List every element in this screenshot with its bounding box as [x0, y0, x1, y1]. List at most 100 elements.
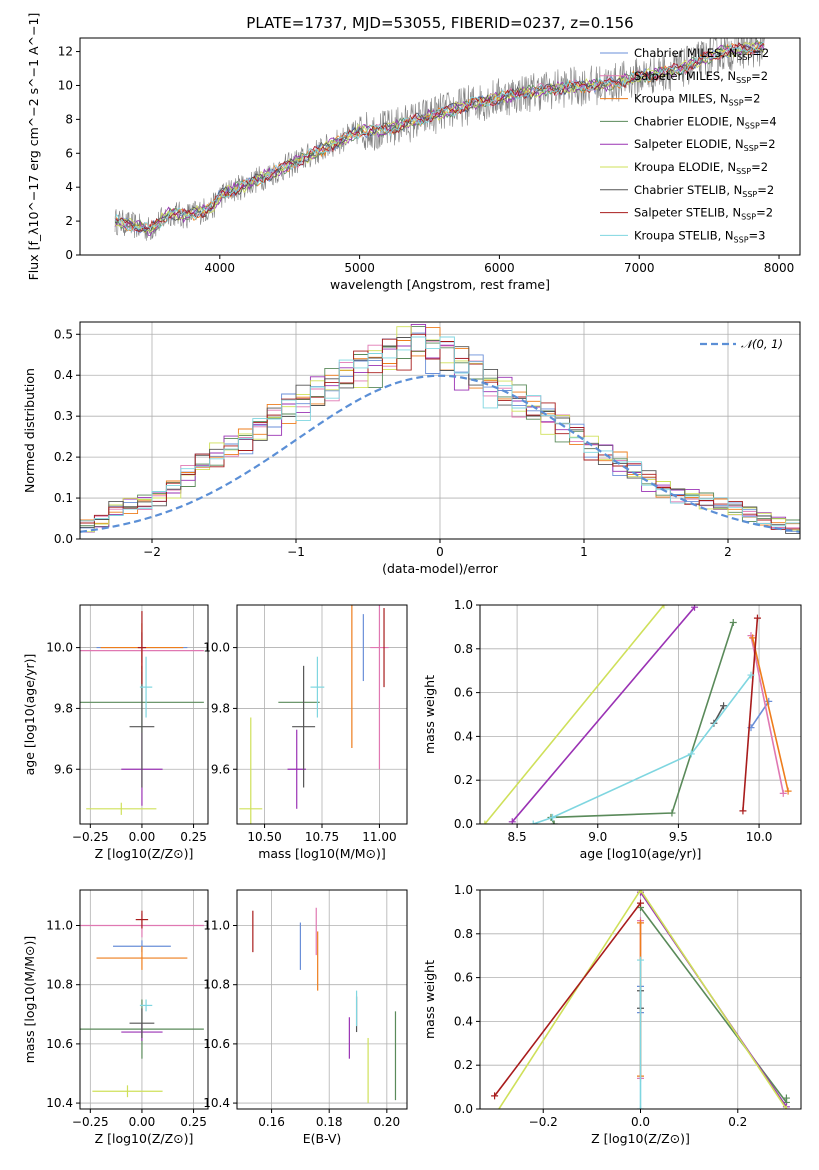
x-tick-label: 0.00 — [129, 830, 156, 844]
model-kroupa-elodie — [114, 41, 765, 234]
y-tick-label: 0.3 — [54, 409, 73, 423]
point-chabrier-elodie — [782, 1094, 790, 1102]
point-kroupa-elodie — [637, 890, 644, 894]
x-tick-label: 7000 — [624, 261, 655, 275]
panel-mass-vs-Z: −0.25 0.00 0.25 10.4 10.6 10.8 11.0 Z [log10(Z/… — [22, 889, 209, 1146]
point-kroupa-stelib — [529, 820, 537, 824]
legend-label-chabrier-elodie: Chabrier ELODIE, NSSP=4 — [634, 114, 777, 130]
legend-label-kroupa-elodie: Kroupa ELODIE, NSSP=2 — [634, 160, 768, 176]
point-chabrier-elodie — [668, 809, 676, 817]
legend-subscript: SSP — [734, 235, 749, 244]
legend-value: =4 — [760, 114, 777, 128]
plot-area — [491, 890, 790, 1109]
point-kroupa-stelib — [637, 956, 644, 964]
y-tick-label: 0 — [65, 248, 73, 262]
grid — [480, 604, 801, 825]
y-tick-label: 0.4 — [454, 729, 473, 743]
axes-frame — [236, 889, 408, 1110]
y-axis-label: mass weight — [422, 960, 437, 1039]
panel-residuals: −2 −1 0 1 2 0.0 0.1 0.2 0.3 0.4 0.5 (data-model)/er… — [22, 321, 801, 576]
plot-area — [80, 910, 204, 1098]
legend-subscript: SSP — [744, 144, 759, 153]
y-tick-label: 8 — [65, 112, 73, 126]
series-kroupa-stelib — [532, 674, 752, 824]
y-tick-label: 6 — [65, 146, 73, 160]
y-tick-label: 0.4 — [54, 368, 73, 382]
series-chabrier-elodie — [639, 907, 788, 1105]
x-axis-label: Z [log10(Z/Z⊙)] — [95, 1131, 194, 1146]
point-kroupa-miles — [784, 787, 792, 795]
grid — [237, 890, 407, 1109]
y-tick-label: 0.4 — [454, 1014, 473, 1028]
x-tick-label: 10.50 — [247, 830, 281, 844]
point-chabrier-elodie — [550, 820, 558, 824]
series-chabrier-stelib — [713, 705, 725, 724]
figure-title: PLATE=1737, MJD=53055, FIBERID=0237, z=0… — [246, 14, 633, 32]
y-tick-label: 0.2 — [454, 1058, 473, 1072]
y-tick-label: 9.8 — [54, 701, 73, 715]
legend-value: =2 — [756, 206, 773, 220]
plot-area — [481, 605, 792, 824]
grid — [237, 605, 407, 824]
x-tick-label: 10.75 — [305, 830, 339, 844]
point-salpeter-stelib — [753, 614, 761, 622]
series-salpeter-stelib — [493, 902, 642, 1097]
x-tick-label: 0.25 — [180, 1115, 207, 1129]
series-salpeter-elodie — [511, 606, 696, 823]
model-chabrier-stelib — [114, 43, 765, 233]
legend-value: =2 — [757, 183, 774, 197]
histogram-chabrier-stelib — [80, 337, 800, 534]
y-tick-label: 0.0 — [454, 1102, 473, 1116]
y-tick-label: 9.8 — [211, 701, 230, 715]
x-axis-label: age [log10(age/yr)] — [580, 846, 702, 861]
x-axis-label: mass [log10(M/M⊙)] — [258, 846, 386, 861]
y-tick-label: 4 — [65, 180, 73, 194]
x-tick-label: 0.0 — [631, 1115, 650, 1129]
legend-subscript: SSP — [729, 99, 744, 108]
legend-subscript: SSP — [741, 213, 756, 222]
y-tick-label: 1.0 — [454, 598, 473, 612]
x-tick-label: 4000 — [205, 261, 236, 275]
y-tick-label: 0.6 — [454, 686, 473, 700]
y-axis-label: Normed distribution — [22, 368, 37, 493]
point-kroupa-miles — [749, 634, 757, 642]
series-kroupa-elodie — [497, 890, 788, 1109]
series-kroupa-elodie — [484, 605, 665, 824]
plot-area — [114, 38, 765, 241]
x-tick-label: 0.00 — [129, 1115, 156, 1129]
axes-frame — [479, 604, 802, 825]
y-axis-label: Flux [f_λ10^−17 erg cm^−2 s^−1 A^−1] — [26, 13, 41, 281]
point-chabrier-stelib — [720, 702, 728, 710]
panel-age-vs-mass: 10.50 10.75 11.00 9.6 9.8 10.0 mass [log10(M/M… — [203, 604, 408, 861]
x-axis-label: Z [log10(Z/Z⊙)] — [95, 846, 194, 861]
axes-frame — [79, 37, 801, 256]
model-chabrier-elodie — [114, 39, 765, 234]
x-tick-label: −0.25 — [72, 1115, 109, 1129]
y-tick-label: 10.4 — [46, 1096, 73, 1110]
y-tick-label: 12 — [58, 45, 73, 59]
x-tick-label: 8000 — [764, 261, 795, 275]
x-tick-label: 9.5 — [669, 830, 688, 844]
y-tick-label: 9.6 — [211, 762, 230, 776]
grid — [80, 890, 208, 1109]
legend-subscript: SSP — [736, 167, 751, 176]
panel-mass-vs-EBV: 0.16 0.18 0.20 10.4 10.6 10.8 11.0 E(B-V) — [203, 889, 408, 1146]
y-tick-label: 0.1 — [54, 491, 73, 505]
x-tick-label: 0.25 — [180, 830, 207, 844]
x-tick-label: −1 — [287, 545, 305, 559]
legend-label-salpeter-miles: Salpeter MILES, NSSP=2 — [634, 69, 768, 85]
plot-area — [239, 605, 389, 824]
point-salpeter-elodie — [508, 818, 516, 824]
point-kroupa-stelib — [687, 750, 695, 758]
point-salpeter-elodie — [691, 605, 699, 611]
x-tick-label: 0.16 — [258, 1115, 285, 1129]
legend-label-salpeter-elodie: Salpeter ELODIE, NSSP=2 — [634, 137, 776, 153]
series-chabrier-elodie — [549, 622, 735, 824]
point-kroupa-stelib — [747, 671, 755, 679]
y-tick-label: 0.6 — [454, 971, 473, 985]
series-salpeter-stelib — [742, 618, 759, 811]
legend-value: =2 — [759, 137, 776, 151]
x-tick-label: −0.25 — [72, 830, 109, 844]
y-tick-label: 11.0 — [46, 919, 73, 933]
